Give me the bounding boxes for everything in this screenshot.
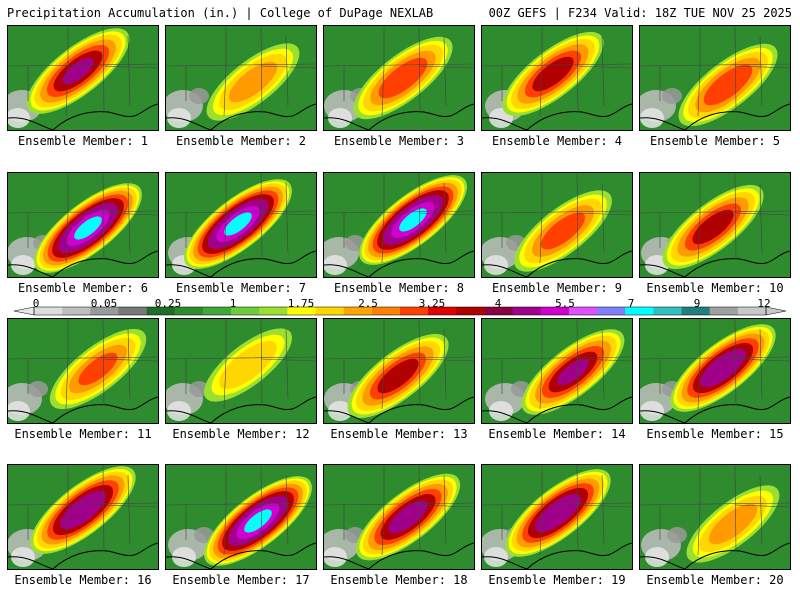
colorbar-swatch xyxy=(118,307,148,315)
member-label: Ensemble Member: 17 xyxy=(172,573,310,587)
member-label: Ensemble Member: 4 xyxy=(491,134,623,148)
map-panel xyxy=(639,318,791,424)
colorbar-swatch xyxy=(287,307,317,315)
map-panel xyxy=(165,318,317,424)
member-label: Ensemble Member: 6 xyxy=(17,281,149,295)
member-label: Ensemble Member: 5 xyxy=(649,134,781,148)
colorbar-swatch xyxy=(90,307,119,315)
colorbar-tick-label: 0 xyxy=(32,297,40,310)
colorbar-swatch xyxy=(597,307,626,315)
colorbar-swatch xyxy=(625,307,654,315)
colorbar-swatch xyxy=(709,307,739,315)
colorbar-tick-label: 1 xyxy=(229,297,237,310)
member-label: Ensemble Member: 7 xyxy=(175,281,307,295)
colorbar-swatch xyxy=(34,307,63,315)
colorbar-swatch xyxy=(371,307,401,315)
colorbar-swatch xyxy=(259,307,288,315)
map-panel xyxy=(481,464,633,570)
member-label: Ensemble Member: 15 xyxy=(646,427,784,441)
colorbar-tick-label: 5.5 xyxy=(555,297,575,310)
map-panel xyxy=(481,318,633,424)
colorbar-swatch xyxy=(315,307,345,315)
member-label: Ensemble Member: 20 xyxy=(646,573,784,587)
member-label: Ensemble Member: 3 xyxy=(333,134,465,148)
colorbar-tick-label: 4 xyxy=(494,297,502,310)
map-panel xyxy=(165,25,317,131)
colorbar-swatch xyxy=(231,307,260,315)
colorbar-swatch xyxy=(540,307,570,315)
colorbar-tick-label: 3.25 xyxy=(418,297,446,310)
colorbar-swatch xyxy=(653,307,683,315)
map-panel xyxy=(7,25,159,131)
map-panel xyxy=(323,25,475,131)
map-panel xyxy=(481,172,633,278)
colorbar-tick-label: 9 xyxy=(693,297,701,310)
member-label: Ensemble Member: 1 xyxy=(17,134,149,148)
member-label: Ensemble Member: 8 xyxy=(333,281,465,295)
map-panel xyxy=(481,25,633,131)
member-label: Ensemble Member: 14 xyxy=(488,427,626,441)
colorbar-swatch xyxy=(62,307,91,315)
map-title: Precipitation Accumulation (in.) | Colle… xyxy=(7,6,434,20)
colorbar-swatch xyxy=(681,307,711,315)
colorbar-left-arrow xyxy=(14,306,35,316)
map-panel xyxy=(639,464,791,570)
map-panel xyxy=(7,464,159,570)
colorbar-tick-label: 1.75 xyxy=(287,297,315,310)
member-label: Ensemble Member: 2 xyxy=(175,134,307,148)
member-label: Ensemble Member: 12 xyxy=(172,427,310,441)
colorbar-swatch xyxy=(484,307,514,315)
colorbar-swatch xyxy=(202,307,232,315)
colorbar-swatch xyxy=(456,307,485,315)
colorbar-swatch xyxy=(343,307,373,315)
colorbar-tick-label: 0.05 xyxy=(90,297,118,310)
member-label: Ensemble Member: 9 xyxy=(491,281,623,295)
colorbar-swatch xyxy=(737,307,767,315)
colorbar-tick-label: 12 xyxy=(757,297,771,310)
run-valid-time: 00Z GEFS | F234 Valid: 18Z TUE NOV 25 20… xyxy=(488,6,792,20)
member-label: Ensemble Member: 16 xyxy=(14,573,152,587)
colorbar-swatch xyxy=(512,307,542,315)
colorbar-tick-label: 0.25 xyxy=(154,297,182,310)
member-label: Ensemble Member: 13 xyxy=(330,427,468,441)
map-panel xyxy=(7,172,159,278)
member-label: Ensemble Member: 18 xyxy=(330,573,468,587)
precip-colorbar xyxy=(14,306,786,316)
map-panel xyxy=(323,318,475,424)
colorbar-swatch xyxy=(568,307,598,315)
colorbar-swatch xyxy=(428,307,457,315)
member-label: Ensemble Member: 19 xyxy=(488,573,626,587)
map-panel xyxy=(165,464,317,570)
colorbar-tick-label: 2.5 xyxy=(358,297,378,310)
map-panel xyxy=(7,318,159,424)
colorbar-swatch xyxy=(400,307,429,315)
map-panel xyxy=(323,464,475,570)
map-panel xyxy=(639,172,791,278)
map-panel xyxy=(323,172,475,278)
map-panel xyxy=(165,172,317,278)
member-label: Ensemble Member: 11 xyxy=(14,427,152,441)
map-panel xyxy=(639,25,791,131)
colorbar-tick-label: 7 xyxy=(627,297,635,310)
colorbar-swatch xyxy=(146,307,176,315)
colorbar-swatch xyxy=(174,307,204,315)
member-label: Ensemble Member: 10 xyxy=(646,281,784,295)
